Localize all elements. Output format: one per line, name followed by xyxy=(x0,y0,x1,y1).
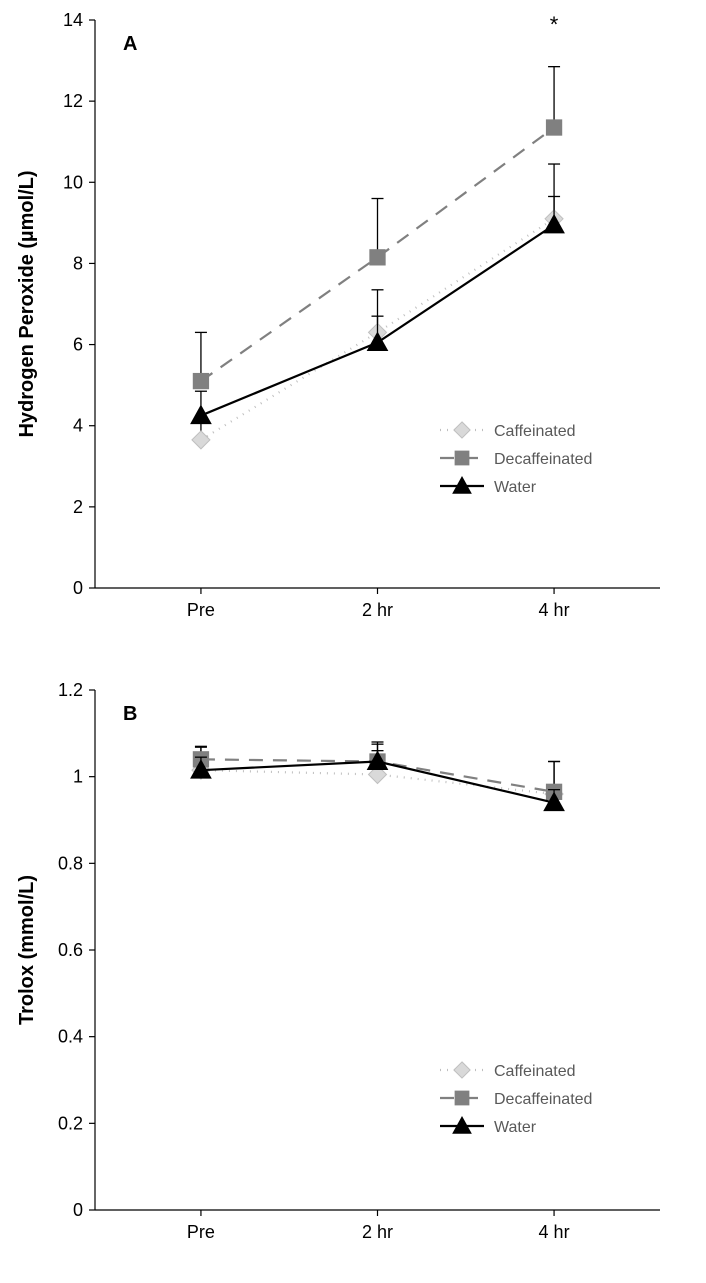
svg-text:Decaffeinated: Decaffeinated xyxy=(494,1091,592,1108)
svg-text:Caffeinated: Caffeinated xyxy=(494,423,576,440)
svg-text:0: 0 xyxy=(73,1200,83,1220)
svg-text:14: 14 xyxy=(63,10,83,30)
svg-text:12: 12 xyxy=(63,91,83,111)
svg-text:2 hr: 2 hr xyxy=(362,600,393,620)
svg-text:0: 0 xyxy=(73,578,83,598)
svg-text:0.6: 0.6 xyxy=(58,940,83,960)
svg-text:0.2: 0.2 xyxy=(58,1113,83,1133)
svg-text:2: 2 xyxy=(73,497,83,517)
svg-text:Pre: Pre xyxy=(187,600,215,620)
svg-text:1.2: 1.2 xyxy=(58,680,83,700)
svg-text:Water: Water xyxy=(494,1119,537,1136)
svg-text:Decaffeinated: Decaffeinated xyxy=(494,451,592,468)
svg-text:4 hr: 4 hr xyxy=(539,1222,570,1242)
svg-text:8: 8 xyxy=(73,253,83,273)
svg-text:0.8: 0.8 xyxy=(58,853,83,873)
svg-text:*: * xyxy=(550,12,559,37)
svg-text:Pre: Pre xyxy=(187,1222,215,1242)
svg-text:Hydrogen Peroxide (µmol/L): Hydrogen Peroxide (µmol/L) xyxy=(16,170,38,437)
svg-text:4: 4 xyxy=(73,416,83,436)
svg-text:1: 1 xyxy=(73,767,83,787)
svg-text:4 hr: 4 hr xyxy=(539,600,570,620)
figure-container: 02468101214Pre2 hr4 hrHydrogen Peroxide … xyxy=(0,0,706,1283)
svg-text:B: B xyxy=(123,703,137,725)
svg-text:6: 6 xyxy=(73,335,83,355)
svg-text:Water: Water xyxy=(494,479,537,496)
svg-text:Trolox (mmol/L): Trolox (mmol/L) xyxy=(16,875,38,1025)
chart-svg: 02468101214Pre2 hr4 hrHydrogen Peroxide … xyxy=(0,0,706,1283)
svg-text:Caffeinated: Caffeinated xyxy=(494,1063,576,1080)
svg-text:A: A xyxy=(123,33,137,55)
svg-text:2 hr: 2 hr xyxy=(362,1222,393,1242)
svg-text:10: 10 xyxy=(63,172,83,192)
svg-text:0.4: 0.4 xyxy=(58,1027,83,1047)
